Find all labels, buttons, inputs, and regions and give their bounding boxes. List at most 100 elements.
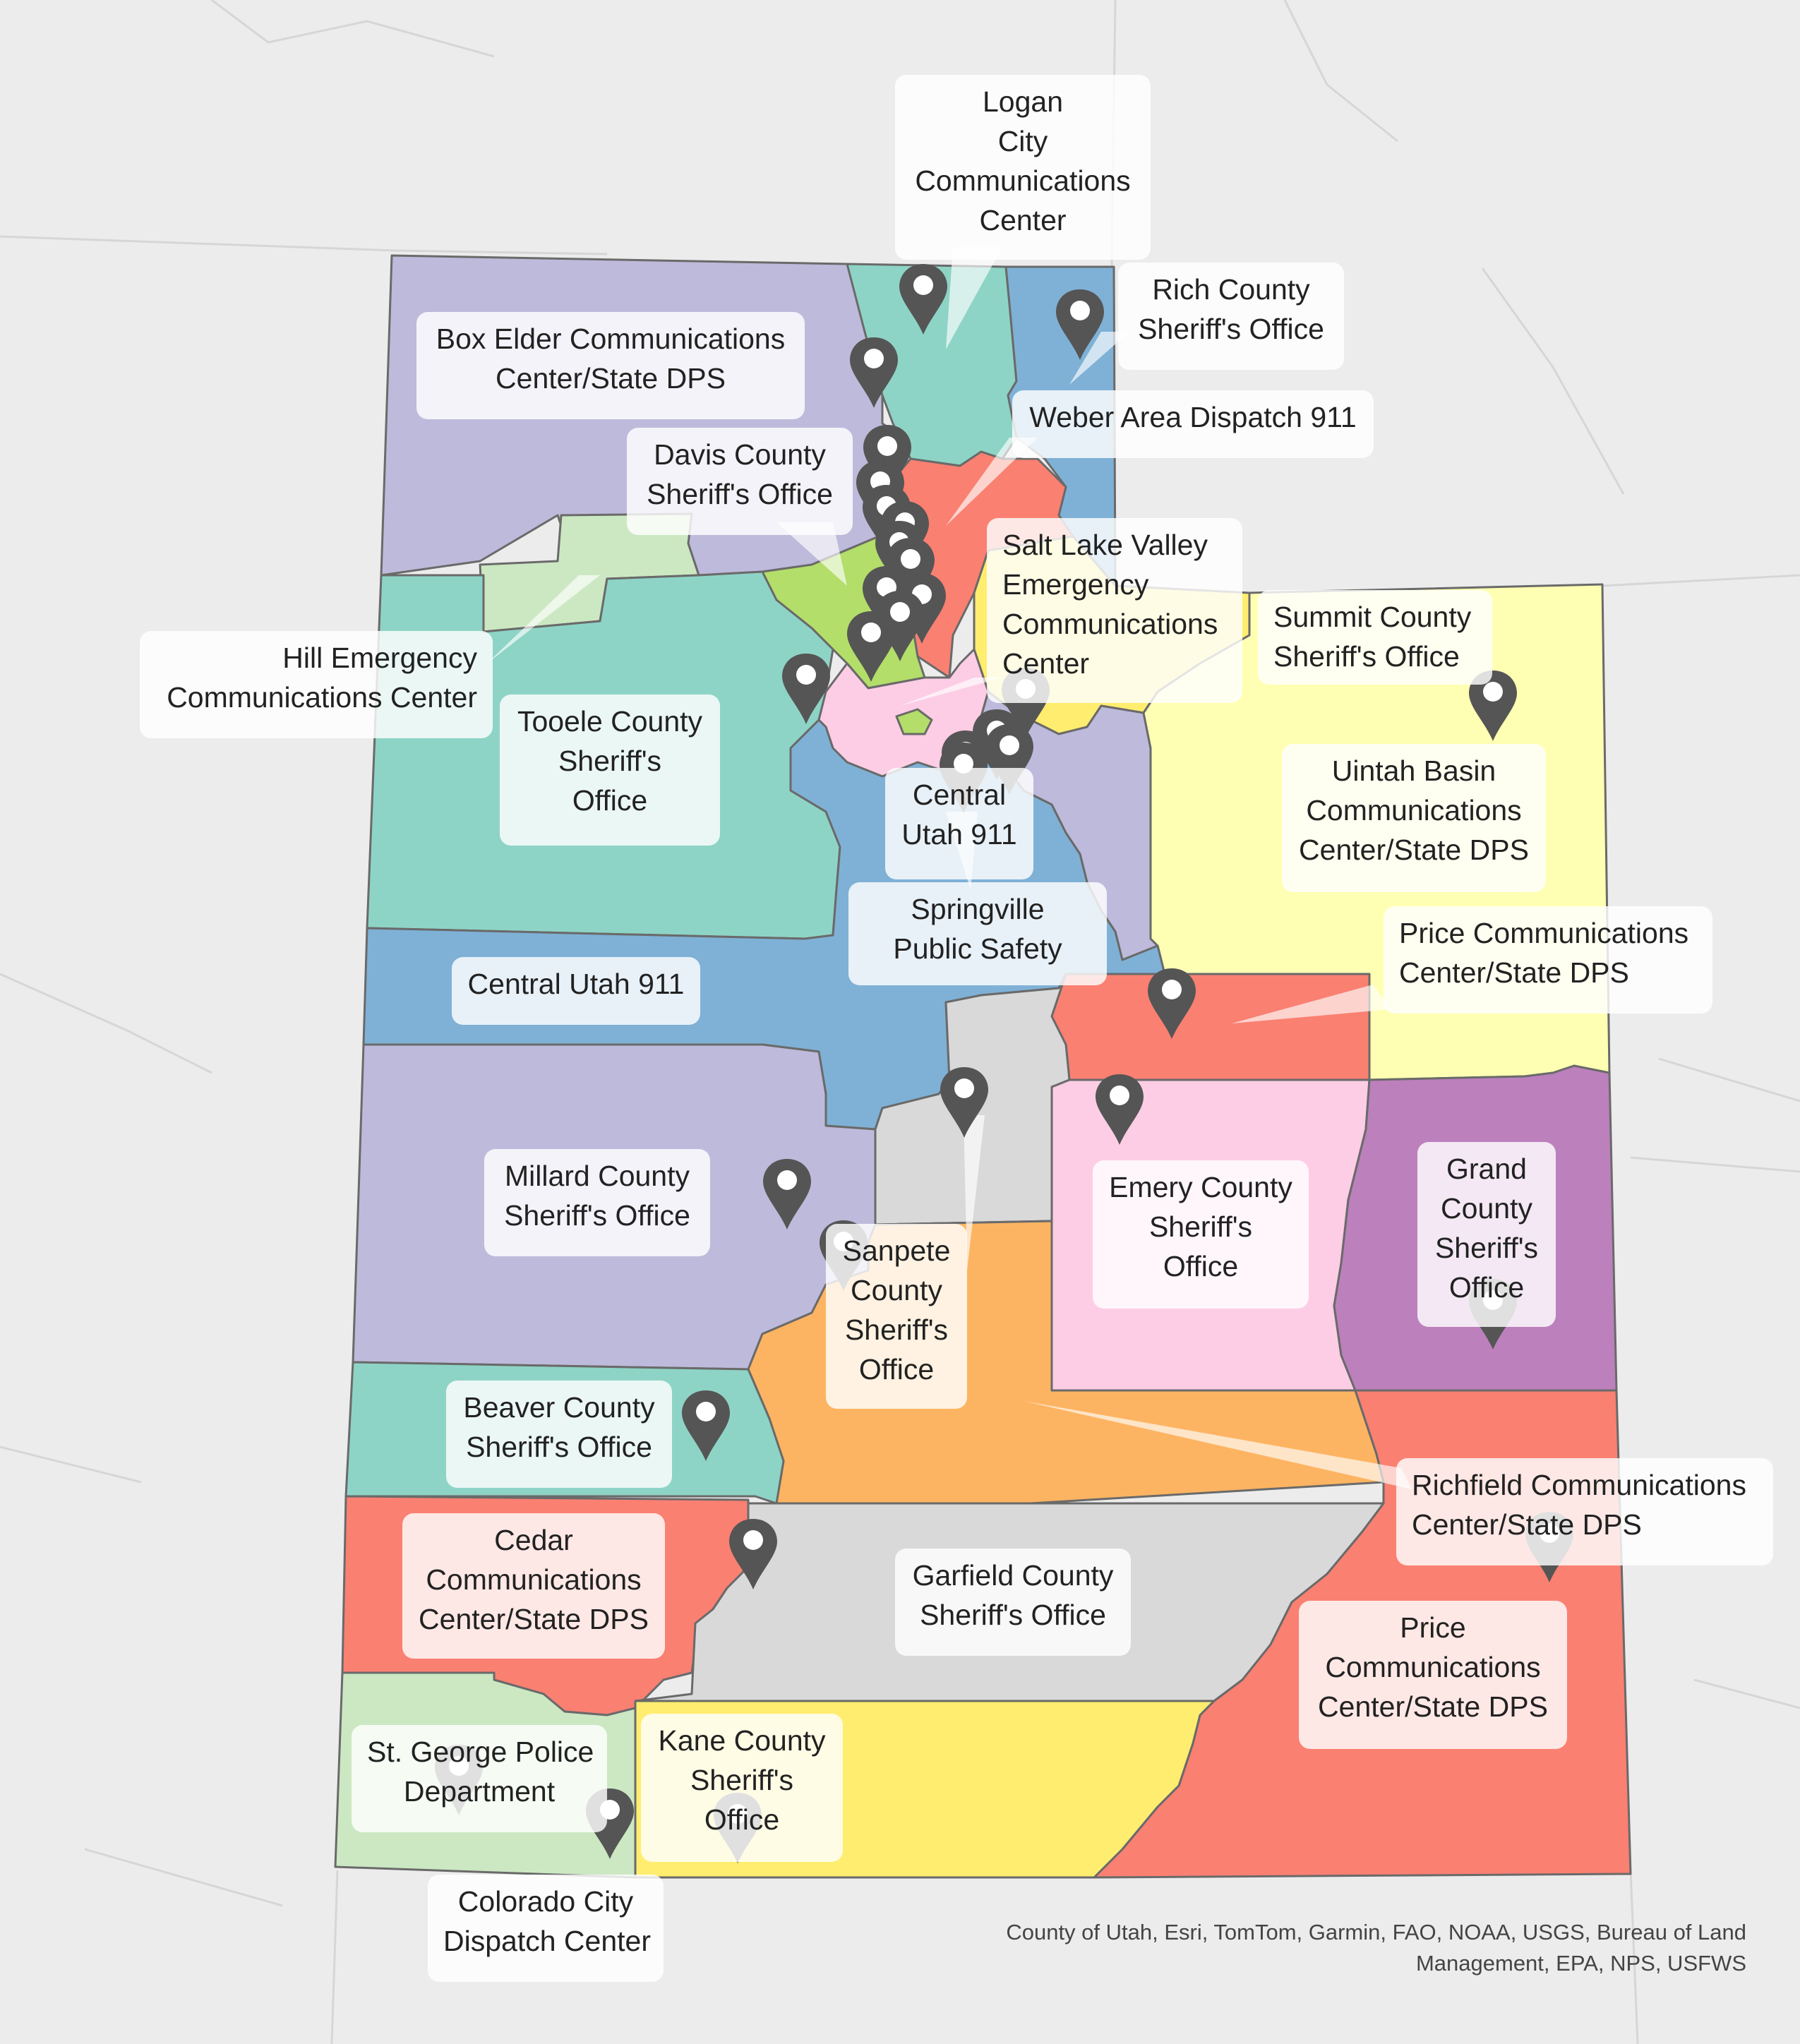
label-uintah: Uintah Basin Communications Center/State D… — [1282, 744, 1546, 892]
label-rich-line: Sheriff's Office — [1138, 313, 1324, 345]
label-coloradocity-line: Dispatch Center — [443, 1925, 651, 1957]
label-grand-line: Office — [1448, 1271, 1525, 1304]
dispatch-marker-icon[interactable] — [876, 591, 924, 661]
map-attribution: County of Utah, Esri, TomTom, Garmin, FA… — [1006, 1917, 1746, 1979]
dispatch-marker-icon[interactable] — [763, 1159, 811, 1230]
label-garfield-line: Garfield County — [912, 1559, 1114, 1592]
dispatch-marker-icon[interactable] — [1096, 1074, 1144, 1145]
label-centralutah2-line: Central Utah 911 — [467, 968, 685, 1000]
label-garfield: Garfield County Sheriff's Office — [895, 1549, 1131, 1656]
label-coloradocity: Colorado City Dispatch Center — [428, 1875, 664, 1982]
attribution-line-1: County of Utah, Esri, TomTom, Garmin, FA… — [1006, 1920, 1746, 1944]
attribution-line-2: Management, EPA, NPS, USFWS — [1415, 1951, 1746, 1976]
label-tooele-line: Office — [572, 784, 648, 817]
label-emery-line: Office — [1163, 1250, 1239, 1282]
label-hill: Hill Emergency Communications Center — [140, 631, 493, 738]
label-emery: Emery County Sheriff's Office — [1093, 1160, 1309, 1309]
label-millard: Millard County Sheriff's Office — [484, 1149, 710, 1256]
label-saltlake-line: Salt Lake Valley — [1002, 529, 1208, 561]
label-hill-line: Hill Emergency — [282, 642, 477, 674]
label-richfield: Richfield Communications Center/State DPS — [1396, 1458, 1773, 1565]
label-grand-line: County — [1441, 1192, 1532, 1225]
label-kane-line: Office — [704, 1803, 780, 1836]
label-logan: Logan City Communications Center — [895, 75, 1151, 260]
label-kane-line: Kane County — [658, 1724, 826, 1757]
dispatch-marker-icon[interactable] — [899, 264, 947, 335]
label-coloradocity-line: Colorado City — [457, 1885, 634, 1918]
label-saltlake-line: Emergency — [1002, 568, 1149, 601]
dispatch-marker-icon[interactable] — [847, 611, 895, 682]
dispatch-markers[interactable] — [435, 264, 1573, 1863]
label-price1-line: Price Communications — [1399, 917, 1689, 949]
label-cedar-line: Cedar — [494, 1524, 573, 1556]
dispatch-marker-icon[interactable] — [1148, 968, 1196, 1039]
label-stgeorge-line: St. George Police — [367, 1736, 594, 1768]
label-saltlake-line: Communications — [1002, 608, 1218, 640]
dispatch-marker-icon[interactable] — [729, 1519, 777, 1589]
label-millard-line: Millard County — [504, 1160, 690, 1192]
label-uintah-line: Center/State DPS — [1299, 834, 1529, 866]
label-cedar-line: Communications — [426, 1563, 642, 1596]
region-inner-green — [895, 708, 933, 735]
label-millard-line: Sheriff's Office — [504, 1199, 690, 1232]
label-weber: Weber Area Dispatch 911 — [1012, 390, 1374, 458]
dispatch-marker-icon[interactable] — [1056, 289, 1104, 360]
label-sanpete: Sanpete County Sheriff's Office — [826, 1224, 967, 1409]
label-beaver: Beaver County Sheriff's Office — [446, 1381, 672, 1488]
label-davis-line: Davis County — [654, 438, 826, 471]
label-tooele: Tooele County Sheriff's Office — [500, 695, 720, 846]
label-logan-line: City — [997, 125, 1048, 157]
label-emery-line: Sheriff's — [1148, 1210, 1253, 1243]
dispatch-marker-icon[interactable] — [985, 724, 1033, 795]
label-rich: Rich County Sheriff's Office — [1118, 263, 1344, 370]
label-summit-line: Sheriff's Office — [1273, 640, 1460, 673]
label-boxelder: Box Elder Communications Center/State DPS — [416, 312, 805, 419]
label-centralutah1-line: Central — [912, 778, 1007, 811]
label-beaver-line: Beaver County — [463, 1391, 655, 1424]
label-cedar-line: Center/State DPS — [419, 1603, 649, 1635]
label-rich-line: Rich County — [1152, 273, 1310, 306]
label-price2: Price Communications Center/State DPS — [1299, 1601, 1567, 1749]
region-carbon — [1050, 973, 1371, 1081]
label-boxelder-line: Center/State DPS — [496, 362, 726, 395]
dispatch-marker-icon[interactable] — [1469, 671, 1517, 741]
label-saltlake: Salt Lake Valley Emergency Communications C… — [987, 518, 1242, 703]
label-richfield-line: Center/State DPS — [1412, 1508, 1642, 1541]
label-price1-line: Center/State DPS — [1399, 956, 1629, 989]
label-grand-line: Grand — [1446, 1153, 1527, 1185]
callout-pointers — [487, 247, 1412, 1489]
label-centralutah2: Central Utah 911 — [452, 957, 700, 1025]
dispatch-marker-icon[interactable] — [682, 1390, 730, 1461]
label-centralutah1: Central Utah 911 — [885, 768, 1033, 879]
label-logan-line: Logan — [982, 85, 1063, 118]
dispatch-marker-icon[interactable] — [887, 538, 935, 608]
label-stgeorge: St. George Police Department — [352, 1725, 607, 1832]
dispatch-marker-icon[interactable] — [782, 654, 830, 724]
dispatch-marker-icon[interactable] — [940, 1067, 988, 1138]
label-tooele-line: Sheriff's — [558, 745, 662, 777]
label-grand: Grand County Sheriff's Office — [1417, 1142, 1556, 1327]
label-summit-line: Summit County — [1273, 601, 1472, 633]
dispatch-marker-icon[interactable] — [850, 337, 898, 408]
label-uintah-line: Communications — [1306, 794, 1522, 826]
label-centralutah1-line: Utah 911 — [901, 818, 1017, 850]
label-garfield-line: Sheriff's Office — [920, 1599, 1106, 1631]
label-saltlake-line: Center — [1002, 647, 1090, 680]
label-sanpete-line: County — [851, 1274, 942, 1306]
label-price2-line: Price — [1400, 1611, 1466, 1644]
label-price1: Price Communications Center/State DPS — [1384, 906, 1712, 1014]
label-summit: Summit County Sheriff's Office — [1258, 590, 1492, 685]
label-sanpete-line: Sanpete — [842, 1234, 951, 1267]
label-cedar: Cedar Communications Center/State DPS — [402, 1513, 665, 1659]
label-grand-line: Sheriff's — [1434, 1232, 1539, 1264]
label-price2-line: Center/State DPS — [1318, 1690, 1548, 1723]
label-davis: Davis County Sheriff's Office — [627, 428, 853, 535]
label-springville-line: Public Safety — [893, 932, 1062, 965]
label-emery-line: Emery County — [1109, 1171, 1292, 1203]
label-kane-line: Sheriff's — [690, 1764, 794, 1796]
dispatch-marker-icon[interactable] — [863, 425, 911, 495]
label-davis-line: Sheriff's Office — [647, 478, 833, 510]
label-stgeorge-line: Department — [403, 1775, 556, 1808]
label-beaver-line: Sheriff's Office — [466, 1431, 652, 1463]
label-logan-line: Center — [979, 204, 1067, 236]
